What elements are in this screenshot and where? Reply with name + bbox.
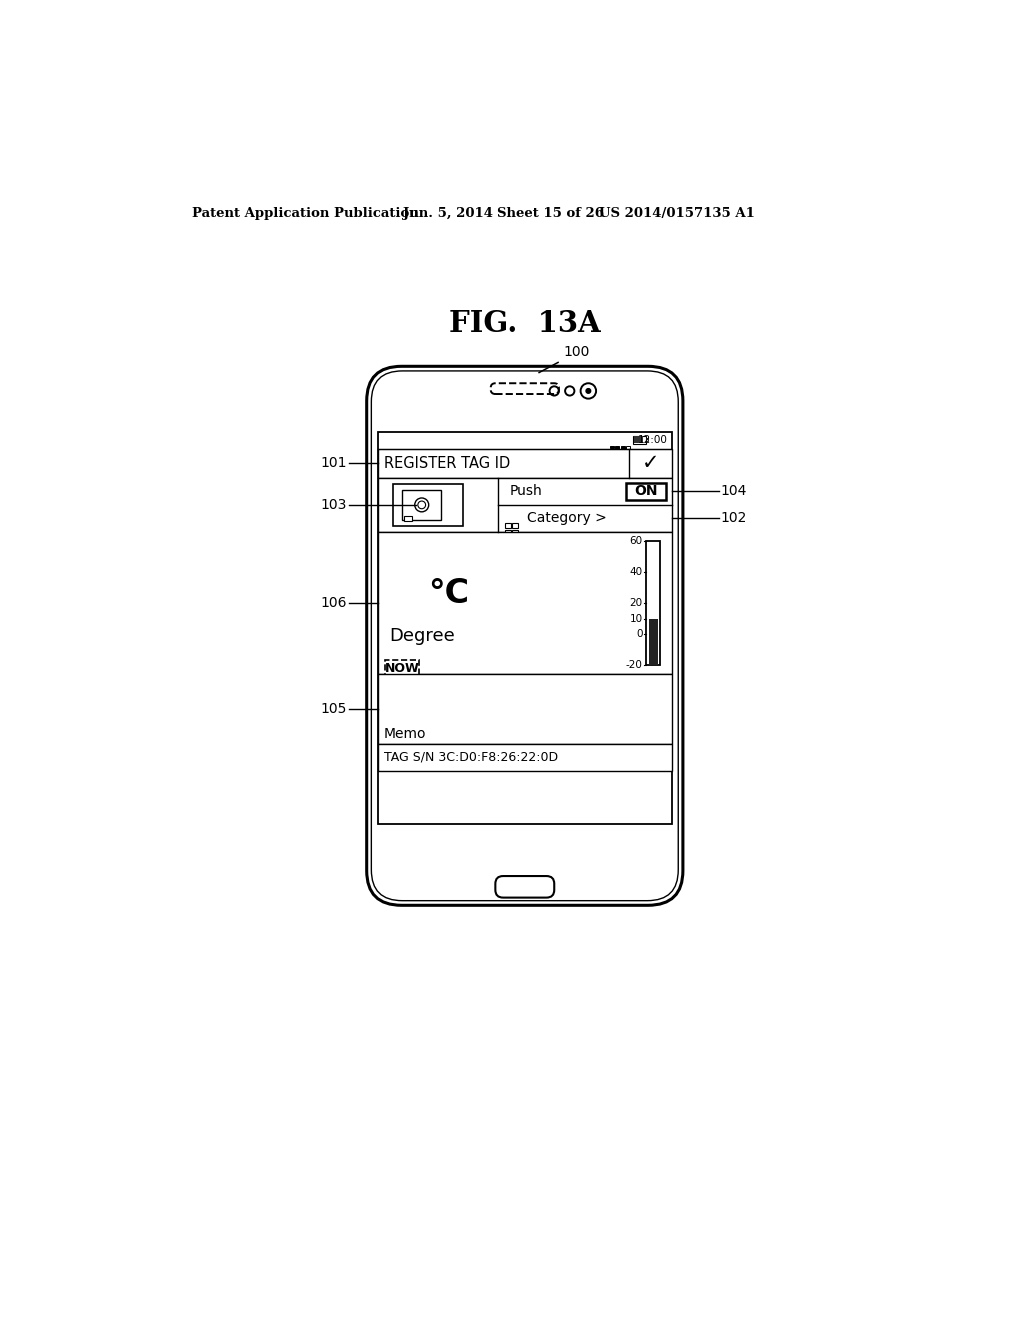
Text: REGISTER TAG ID: REGISTER TAG ID <box>384 455 510 471</box>
Text: US 2014/0157135 A1: US 2014/0157135 A1 <box>599 207 755 220</box>
Bar <box>512 523 518 528</box>
Text: ✓: ✓ <box>642 453 659 474</box>
Text: 60: 60 <box>630 536 643 546</box>
Text: Category >: Category > <box>527 511 607 525</box>
Bar <box>378 532 672 675</box>
Text: 106: 106 <box>321 597 346 610</box>
Text: 101: 101 <box>321 457 346 470</box>
FancyBboxPatch shape <box>490 383 559 395</box>
Text: Memo: Memo <box>384 727 426 742</box>
Text: ON: ON <box>634 484 657 499</box>
Text: Jun. 5, 2014: Jun. 5, 2014 <box>403 207 494 220</box>
Text: Push: Push <box>509 484 542 499</box>
Bar <box>393 484 463 525</box>
Bar <box>610 446 614 447</box>
Text: °C: °C <box>428 577 469 610</box>
Text: Sheet 15 of 26: Sheet 15 of 26 <box>497 207 604 220</box>
Text: 40: 40 <box>630 568 643 577</box>
Bar <box>378 432 672 825</box>
Bar <box>506 523 511 528</box>
Text: 103: 103 <box>321 498 346 512</box>
Text: NOW: NOW <box>385 661 420 675</box>
Bar <box>649 619 658 665</box>
Bar <box>634 437 643 444</box>
Text: 20: 20 <box>630 598 643 609</box>
Bar <box>512 529 518 535</box>
Bar <box>378 449 672 478</box>
Bar <box>633 436 646 444</box>
FancyBboxPatch shape <box>496 876 554 898</box>
Bar <box>615 446 620 450</box>
Text: FIG.  13A: FIG. 13A <box>449 309 601 338</box>
Bar <box>627 446 630 454</box>
Text: Patent Application Publication: Patent Application Publication <box>191 207 418 220</box>
Text: 105: 105 <box>321 702 346 715</box>
Bar <box>506 529 511 535</box>
Bar <box>626 483 666 500</box>
Bar <box>621 446 625 451</box>
Bar <box>378 675 672 743</box>
Text: 10: 10 <box>630 614 643 623</box>
Bar <box>378 743 672 771</box>
Text: TAG S/N 3C:D0:F8:26:22:0D: TAG S/N 3C:D0:F8:26:22:0D <box>384 751 558 763</box>
Bar <box>646 541 660 665</box>
Text: -20: -20 <box>626 660 643 671</box>
FancyBboxPatch shape <box>367 367 683 906</box>
Text: 102: 102 <box>721 511 748 525</box>
Bar <box>385 660 420 676</box>
Text: 104: 104 <box>721 484 748 499</box>
Text: Degree: Degree <box>389 627 455 644</box>
Circle shape <box>586 388 591 393</box>
Text: 0: 0 <box>636 630 643 639</box>
Bar <box>378 478 672 532</box>
Bar <box>403 516 412 521</box>
Bar <box>646 438 648 441</box>
Text: 100: 100 <box>539 346 590 372</box>
Bar <box>402 490 441 520</box>
Text: 12:00: 12:00 <box>638 436 668 445</box>
